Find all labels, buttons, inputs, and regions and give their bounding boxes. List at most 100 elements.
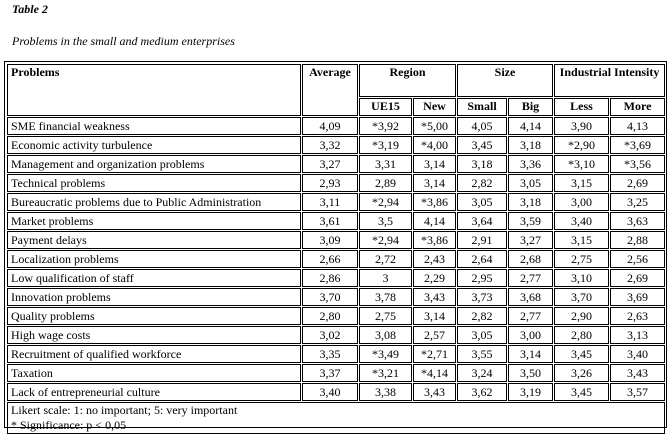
average-cell: 4,09 xyxy=(302,117,358,135)
header-ue15: UE15 xyxy=(359,98,412,116)
header-row-2: UE15 New Small Big Less More xyxy=(7,98,666,116)
big-cell: 3,36 xyxy=(508,155,554,173)
big-cell: 3,50 xyxy=(508,364,554,382)
more-cell: 3,69 xyxy=(610,288,666,306)
header-less: Less xyxy=(554,98,610,116)
big-cell: 3,27 xyxy=(508,231,554,249)
big-cell: 3,05 xyxy=(508,174,554,192)
average-cell: 2,80 xyxy=(302,307,358,325)
less-cell: 3,00 xyxy=(554,193,610,211)
new-cell: *3,86 xyxy=(413,231,456,249)
small-cell: 2,91 xyxy=(457,231,507,249)
average-cell: 3,70 xyxy=(302,288,358,306)
ue15-cell: *3,21 xyxy=(359,364,412,382)
notes-cell: Likert scale: 1: no important; 5: very i… xyxy=(7,402,666,434)
problem-cell: Quality problems xyxy=(7,307,301,325)
big-cell: 3,00 xyxy=(508,326,554,344)
ue15-cell: 3,31 xyxy=(359,155,412,173)
ue15-cell: 3,5 xyxy=(359,212,412,230)
average-cell: 3,02 xyxy=(302,326,358,344)
table-frame: Problems Average Region Size Industrial … xyxy=(4,61,667,434)
sme-problems-table: Problems Average Region Size Industrial … xyxy=(6,63,666,435)
less-cell: 3,90 xyxy=(554,117,610,135)
problem-cell: Bureaucratic problems due to Public Admi… xyxy=(7,193,301,211)
less-cell: 3,15 xyxy=(554,231,610,249)
note-significance: * Significance: p < 0,05 xyxy=(11,418,127,432)
more-cell: 3,43 xyxy=(610,364,666,382)
note-likert-scale: Likert scale: 1: no important; 5: very i… xyxy=(11,403,238,417)
small-cell: 3,64 xyxy=(457,212,507,230)
more-cell: 2,56 xyxy=(610,250,666,268)
average-cell: 2,66 xyxy=(302,250,358,268)
new-cell: *5,00 xyxy=(413,117,456,135)
ue15-cell: *3,49 xyxy=(359,345,412,363)
more-cell: 3,25 xyxy=(610,193,666,211)
ue15-cell: *3,92 xyxy=(359,117,412,135)
big-cell: 3,14 xyxy=(508,345,554,363)
ue15-cell: 3,78 xyxy=(359,288,412,306)
more-cell: 2,69 xyxy=(610,174,666,192)
header-region: Region xyxy=(359,64,456,97)
more-cell: 3,13 xyxy=(610,326,666,344)
problem-cell: High wage costs xyxy=(7,326,301,344)
new-cell: 3,14 xyxy=(413,155,456,173)
problem-cell: Taxation xyxy=(7,364,301,382)
small-cell: 3,45 xyxy=(457,136,507,154)
header-problems: Problems xyxy=(7,64,301,116)
header-small: Small xyxy=(457,98,507,116)
problem-cell: Low qualification of staff xyxy=(7,269,301,287)
big-cell: 2,77 xyxy=(508,307,554,325)
small-cell: 2,82 xyxy=(457,174,507,192)
small-cell: 3,24 xyxy=(457,364,507,382)
ue15-cell: *2,94 xyxy=(359,231,412,249)
table-row: Technical problems 2,93 2,89 3,14 2,82 3,05 3,… xyxy=(7,174,666,192)
average-cell: 3,27 xyxy=(302,155,358,173)
less-cell: *2,90 xyxy=(554,136,610,154)
small-cell: 3,73 xyxy=(457,288,507,306)
table-row: Lack of entrepreneurial culture 3,40 3,38 3… xyxy=(7,383,666,401)
table-row: SME financial weakness 4,09 *3,92 *5,00 4,05… xyxy=(7,117,666,135)
ue15-cell: 2,89 xyxy=(359,174,412,192)
table-body: SME financial weakness 4,09 *3,92 *5,00 4,05… xyxy=(7,117,666,401)
header-more: More xyxy=(610,98,666,116)
table-row: Innovation problems 3,70 3,78 3,43 3,73 3,68 3… xyxy=(7,288,666,306)
less-cell: 2,90 xyxy=(554,307,610,325)
new-cell: *4,14 xyxy=(413,364,456,382)
ue15-cell: 3,38 xyxy=(359,383,412,401)
more-cell: 3,40 xyxy=(610,345,666,363)
header-average: Average xyxy=(302,64,358,116)
header-row-1: Problems Average Region Size Industrial … xyxy=(7,64,666,116)
table-row: Localization problems 2,66 2,72 2,43 2,64 2,6… xyxy=(7,250,666,268)
table-row: Market problems 3,61 3,5 4,14 3,64 3,59 3,40 3,… xyxy=(7,212,666,230)
new-cell: 3,14 xyxy=(413,174,456,192)
header-big: Big xyxy=(508,98,554,116)
big-cell: 2,68 xyxy=(508,250,554,268)
ue15-cell: *3,19 xyxy=(359,136,412,154)
ue15-cell: 2,72 xyxy=(359,250,412,268)
more-cell: *3,56 xyxy=(610,155,666,173)
less-cell: 3,45 xyxy=(554,383,610,401)
less-cell: 3,26 xyxy=(554,364,610,382)
small-cell: 3,62 xyxy=(457,383,507,401)
more-cell: 2,63 xyxy=(610,307,666,325)
ue15-cell: 3,08 xyxy=(359,326,412,344)
average-cell: 3,40 xyxy=(302,383,358,401)
table-row: High wage costs 3,02 3,08 2,57 3,05 3,00 2,80 3… xyxy=(7,326,666,344)
new-cell: 2,57 xyxy=(413,326,456,344)
big-cell: 4,14 xyxy=(508,117,554,135)
table-row: Payment delays 3,09 *2,94 *3,86 2,91 3,27 3,15… xyxy=(7,231,666,249)
average-cell: 3,11 xyxy=(302,193,358,211)
small-cell: 2,82 xyxy=(457,307,507,325)
table-label: Table 2 xyxy=(12,2,48,16)
more-cell: 4,13 xyxy=(610,117,666,135)
new-cell: 4,14 xyxy=(413,212,456,230)
table-row: Taxation 3,37 *3,21 *4,14 3,24 3,50 3,26 3,43 xyxy=(7,364,666,382)
ue15-cell: *2,94 xyxy=(359,193,412,211)
table-row: Quality problems 2,80 2,75 3,14 2,82 2,77 2,90… xyxy=(7,307,666,325)
table-row: Low qualification of staff 2,86 3 2,29 2,95 2… xyxy=(7,269,666,287)
more-cell: 3,57 xyxy=(610,383,666,401)
new-cell: *3,86 xyxy=(413,193,456,211)
average-cell: 3,32 xyxy=(302,136,358,154)
less-cell: 2,75 xyxy=(554,250,610,268)
header-size: Size xyxy=(457,64,554,97)
